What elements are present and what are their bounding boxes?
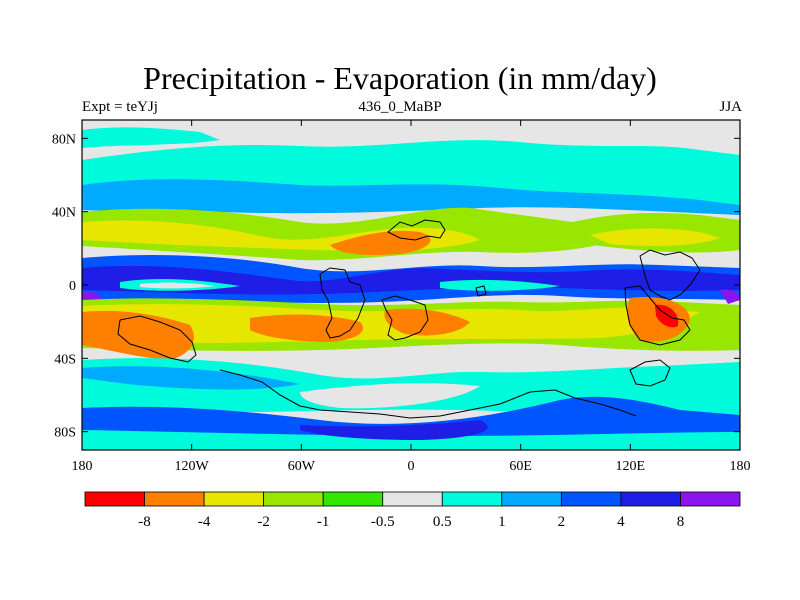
colorbar: -8 -4 -2 -1 -0.5 0.5 1 2 4 8	[84, 491, 741, 530]
indian-orange-blob	[384, 308, 470, 336]
pole-cyan-blob	[82, 127, 220, 148]
east-purple-patch	[720, 289, 740, 304]
x-tick-label: 120W	[175, 459, 210, 474]
colorbar-swatch	[680, 491, 741, 507]
africa-coastline	[319, 267, 366, 339]
colorbar-label: 4	[617, 514, 625, 530]
midlat-orange-blob	[330, 230, 431, 256]
y-tick-label: 80N	[52, 132, 76, 147]
colorbar-label: 8	[677, 514, 685, 530]
antarctic-indigo-strip	[300, 420, 488, 440]
antarctica-coastline	[219, 369, 637, 419]
x-tick-label: 180	[72, 459, 93, 474]
colorbar-swatch	[501, 491, 562, 507]
x-tick-label: 60E	[509, 459, 532, 474]
colorbar-label: -4	[198, 514, 211, 530]
colorbar-label: -8	[138, 514, 151, 530]
antarctic-cyan-band	[82, 430, 740, 450]
y-tick-label: 80S	[54, 426, 76, 441]
colorbar-swatch	[441, 491, 503, 507]
colorbar-swatch	[382, 491, 443, 507]
colorbar-swatch	[144, 491, 205, 507]
eurasia-coastline	[387, 219, 446, 241]
x-tick-label: 60W	[288, 459, 316, 474]
colorbar-label: 0.5	[433, 514, 452, 530]
x-tick-label: 180	[730, 459, 751, 474]
colorbar-label: -1	[317, 514, 330, 530]
asia-coastline	[639, 249, 701, 301]
map-fill-layer	[82, 120, 740, 450]
colorbar-swatch	[84, 491, 145, 507]
axis-ticks: 180 120W 60W 0 60E 120E 180 80N 40N 0 40S 80S	[52, 120, 751, 474]
southern-gray-gap	[300, 383, 480, 409]
colorbar-label: 1	[498, 514, 506, 530]
colorbar-label: 2	[558, 514, 566, 530]
coastline-layer	[117, 219, 701, 419]
colorbar-swatch	[203, 491, 265, 507]
southern-indigo-band	[82, 396, 740, 439]
x-tick-label: 0	[408, 459, 415, 474]
plot-title: Precipitation - Evaporation (in mm/day)	[143, 60, 657, 96]
colorbar-label: -2	[257, 514, 270, 530]
y-tick-label: 0	[69, 279, 76, 294]
east-yellow-band	[590, 228, 720, 246]
colorbar-swatch	[322, 491, 384, 507]
equatorial-gray-strip	[140, 282, 215, 289]
colorbar-swatch	[620, 491, 681, 507]
colorbar-swatch	[560, 491, 622, 507]
australia-coastline	[624, 285, 691, 346]
southern-blue-band	[82, 366, 300, 390]
arctic-blue-band	[82, 179, 740, 215]
colorbar-label: -0.5	[371, 514, 395, 530]
time-label: 436_0_MaBP	[358, 99, 442, 115]
pacific-landmass-coastline	[117, 315, 197, 363]
experiment-label: Expt = teYJj	[82, 99, 158, 115]
colorbar-swatch	[263, 491, 324, 507]
tropical-indigo-band	[82, 265, 740, 295]
y-tick-label: 40S	[54, 352, 76, 367]
season-label: JJA	[719, 99, 742, 115]
southern-landmass-coastline	[629, 359, 671, 387]
small-island-coastline	[475, 285, 487, 297]
y-tick-label: 40N	[52, 206, 76, 221]
pacific-orange-blob	[82, 310, 194, 360]
atlantic-orange-blob	[250, 314, 364, 342]
atlantic-cyan-strip	[440, 279, 560, 291]
south-america-coastline	[381, 295, 429, 341]
x-tick-label: 120E	[616, 459, 646, 474]
